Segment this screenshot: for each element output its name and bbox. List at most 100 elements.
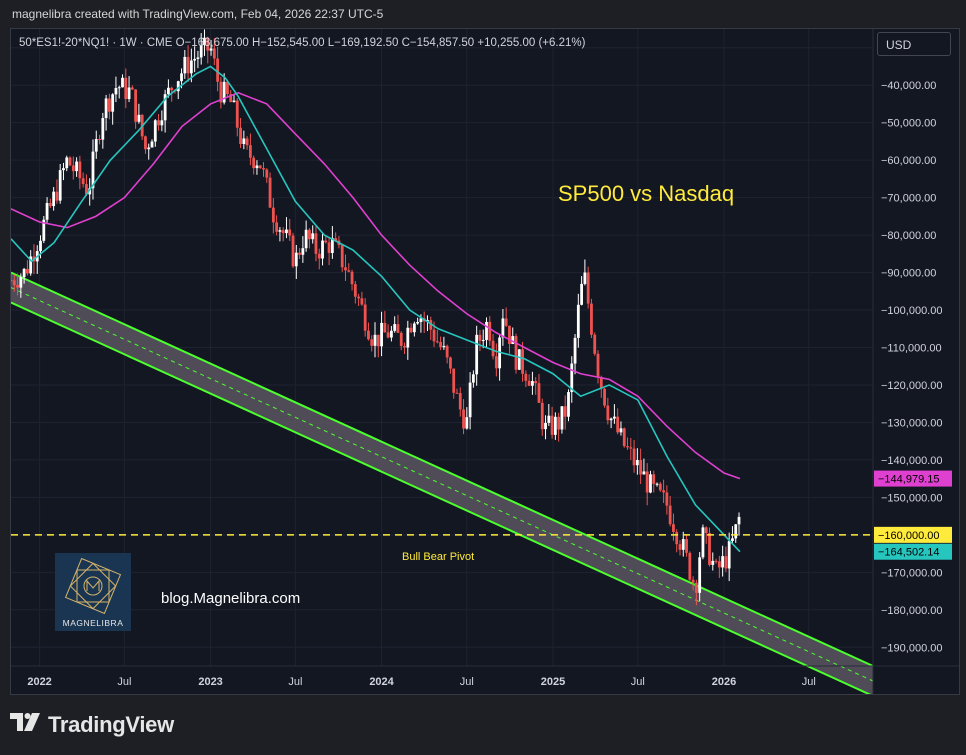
candle-body: [396, 324, 400, 333]
candle-body: [222, 81, 226, 103]
candle-body: [652, 474, 656, 484]
candle-body: [550, 415, 554, 435]
candle-body: [645, 471, 649, 493]
candle-body: [399, 332, 403, 346]
price-label-text: −160,000.00: [878, 530, 939, 542]
candle-body: [429, 320, 433, 330]
candle-body: [586, 272, 590, 304]
candle-body: [380, 322, 383, 347]
x-tick-label: Jul: [631, 676, 645, 688]
ma-fast-line: [11, 65, 741, 553]
candle-body: [357, 296, 361, 299]
candlestick-chart[interactable]: −30,000.00−40,000.00−50,000.00−60,000.00…: [11, 29, 959, 694]
candle-body: [393, 324, 397, 331]
channel-fill: [11, 272, 873, 694]
candle-body: [711, 560, 715, 565]
channel-mid-line: [11, 287, 874, 682]
y-tick-label: −50,000.00: [881, 118, 936, 130]
candle-body: [268, 177, 272, 208]
candle-body: [189, 60, 193, 74]
candle-body: [327, 242, 331, 253]
candle-body: [455, 392, 459, 394]
candle-body: [681, 539, 685, 550]
candle-body: [508, 325, 511, 344]
candle-body: [153, 120, 157, 142]
chart-frame[interactable]: −30,000.00−40,000.00−50,000.00−60,000.00…: [10, 28, 960, 695]
candle-body: [367, 330, 370, 340]
candle-body: [94, 139, 98, 152]
y-tick-label: −100,000.00: [881, 305, 942, 317]
y-tick-label: −70,000.00: [881, 193, 936, 205]
candle-body: [412, 323, 416, 333]
candle-body: [609, 418, 613, 421]
candle-body: [71, 165, 75, 172]
candle-body: [701, 527, 705, 558]
candle-body: [688, 552, 692, 580]
candle-body: [491, 340, 495, 357]
candle-body: [317, 253, 321, 259]
candle-body: [117, 87, 121, 89]
footer-bar: TradingView: [0, 697, 966, 755]
candle-body: [386, 332, 390, 338]
candle-body: [488, 321, 492, 341]
price-label-text: −164,502.14: [878, 547, 939, 559]
candle-body: [622, 428, 626, 447]
candle-body: [449, 357, 452, 369]
tradingview-brand: TradingView: [48, 712, 174, 737]
candle-body: [281, 230, 285, 234]
candle-body: [691, 579, 695, 583]
candle-body: [419, 318, 423, 323]
candle-body: [494, 356, 498, 369]
candle-body: [547, 415, 551, 423]
pivot-label: Bull Bear Pivot: [402, 551, 474, 563]
candle-body: [19, 277, 23, 288]
candle-body: [635, 460, 639, 466]
candle-body: [360, 298, 364, 305]
candle-body: [616, 416, 620, 433]
x-tick-label: Jul: [117, 676, 131, 688]
candle-body: [347, 270, 351, 272]
candle-body: [649, 474, 652, 493]
x-tick-label: 2023: [198, 676, 222, 688]
candle-body: [12, 280, 16, 286]
candle-body: [203, 37, 206, 46]
candle-body: [478, 334, 482, 341]
candle-body: [655, 483, 659, 485]
candle-body: [255, 165, 259, 169]
price-label-box: [874, 470, 952, 487]
candle-body: [619, 428, 623, 433]
y-tick-label: −120,000.00: [881, 380, 942, 392]
candle-body: [25, 268, 29, 274]
candle-body: [511, 336, 515, 344]
candle-body: [442, 345, 446, 348]
candle-body: [163, 94, 167, 121]
candle-body: [590, 303, 593, 335]
candle-body: [560, 406, 564, 430]
candle-body: [573, 337, 577, 364]
candle-body: [137, 114, 141, 122]
currency-button[interactable]: USD: [877, 32, 951, 56]
candle-body: [183, 56, 187, 74]
y-tick-label: −90,000.00: [881, 268, 936, 280]
y-tick-label: −110,000.00: [881, 343, 942, 355]
candle-body: [406, 327, 410, 348]
candle-body: [124, 77, 128, 100]
candle-body: [324, 240, 328, 243]
candle-body: [639, 460, 643, 475]
candle-body: [206, 37, 210, 51]
candle-body: [724, 556, 728, 569]
candle-body: [537, 383, 541, 403]
candle-body: [603, 388, 606, 406]
price-labels: −144,979.15 −160,000.00 −164,502.14: [874, 470, 952, 560]
candle-body: [708, 532, 711, 565]
candle-body: [485, 321, 488, 341]
candle-body: [462, 409, 465, 429]
y-tick-label: −180,000.00: [881, 605, 942, 617]
y-tick-label: −60,000.00: [881, 155, 936, 167]
logo-text: MAGNELIBRA: [63, 618, 124, 628]
candle-body: [91, 151, 95, 189]
candle-body: [78, 161, 82, 179]
candle-body: [563, 406, 567, 417]
x-tick-label: Jul: [802, 676, 816, 688]
candle-body: [678, 544, 682, 550]
